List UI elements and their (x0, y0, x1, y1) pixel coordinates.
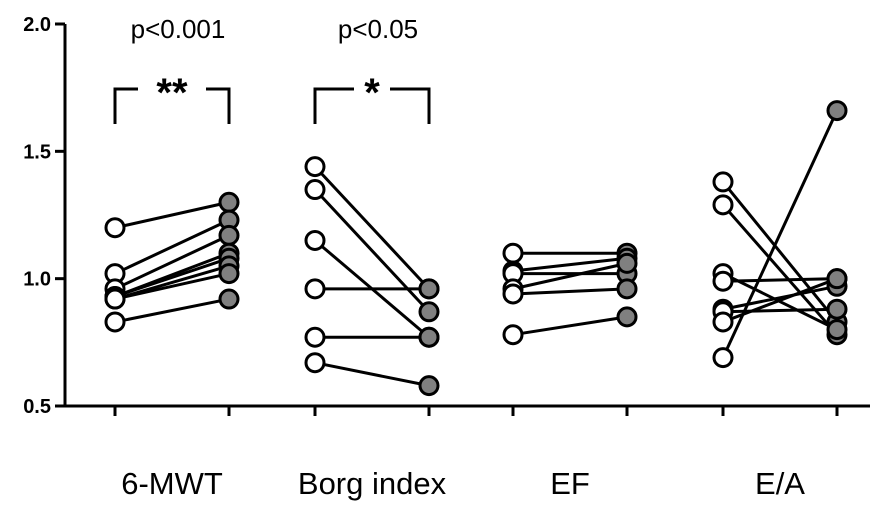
pair-connector-line (722, 307, 838, 314)
pair-connector-line (114, 234, 230, 291)
before-point (304, 229, 326, 251)
significance-stars: * (364, 71, 380, 115)
p-value-label: p<0.001 (131, 14, 226, 44)
significance-stars: ** (156, 71, 188, 115)
significance-bracket (113, 87, 231, 124)
after-point (218, 263, 240, 285)
pair-connector-line (512, 287, 628, 296)
before-point (502, 324, 524, 346)
pair-connector-line (314, 361, 430, 388)
pair-connector-line (114, 256, 230, 298)
x-category-label: 6-MWT (121, 466, 223, 501)
pair-connector-line (512, 261, 628, 291)
pair-connector-line (721, 203, 839, 336)
before-point (104, 288, 126, 310)
p-value-label: p<0.05 (338, 14, 418, 44)
before-point (304, 156, 326, 178)
significance-bracket (313, 87, 431, 124)
after-point (826, 319, 848, 341)
before-point (712, 347, 734, 369)
before-point (502, 283, 524, 305)
pair-connector-line (722, 277, 838, 283)
pair-connector-line (721, 180, 839, 323)
before-point (304, 326, 326, 348)
x-category-label: E/A (755, 466, 805, 501)
pair-connector-line (313, 165, 431, 290)
y-tick-label: 0.5 (23, 396, 51, 418)
pair-connector-line (114, 200, 230, 230)
before-point (304, 352, 326, 374)
before-point (104, 217, 126, 239)
after-point (418, 301, 440, 323)
after-point (616, 306, 638, 328)
before-point (712, 311, 734, 333)
y-tick-label: 1.0 (23, 269, 51, 291)
after-point (218, 191, 240, 213)
y-tick-label: 1.5 (23, 141, 51, 163)
before-point (304, 179, 326, 201)
pair-connector-line (114, 218, 230, 275)
before-point (502, 242, 524, 264)
before-point (712, 194, 734, 216)
after-point (418, 375, 440, 397)
after-point (418, 326, 440, 348)
pair-connector-line (313, 188, 431, 313)
after-point (616, 278, 638, 300)
before-point (304, 278, 326, 300)
after-point (218, 288, 240, 310)
pair-connector-line (512, 315, 628, 337)
pair-connector-line (114, 297, 230, 324)
after-point (418, 278, 440, 300)
pair-connector-line (512, 256, 628, 273)
after-point (826, 298, 848, 320)
pair-connector-line (721, 109, 839, 359)
before-point (712, 171, 734, 193)
y-tick-label: 2.0 (23, 14, 51, 36)
pair-connector-line (114, 272, 230, 301)
after-point (218, 224, 240, 246)
after-point (616, 252, 638, 274)
pair-connector-line (722, 284, 838, 311)
before-point (712, 270, 734, 292)
x-category-label: EF (550, 466, 590, 501)
after-point (826, 268, 848, 290)
x-category-label: Borg index (298, 466, 447, 501)
after-point (826, 100, 848, 122)
before-point (104, 311, 126, 333)
